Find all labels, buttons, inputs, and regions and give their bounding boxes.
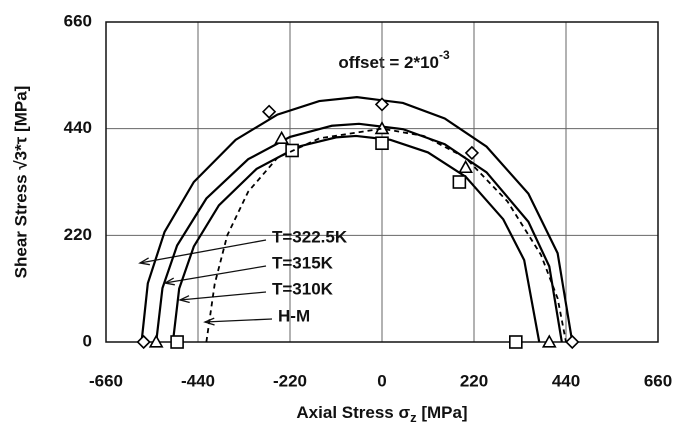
series-label: T=310K <box>272 279 334 298</box>
x-label-sub: z <box>410 410 417 425</box>
series-line <box>171 134 541 343</box>
x-tick-label: 660 <box>644 371 672 390</box>
annotation-sup: -3 <box>439 48 450 62</box>
series-line <box>140 96 574 343</box>
marker <box>375 136 389 151</box>
marker <box>452 175 467 189</box>
x-tick-label: 220 <box>460 371 488 390</box>
x-axis-label: Axial Stress σz [MPa] <box>296 403 467 425</box>
series-label: T=322.5K <box>272 227 348 246</box>
marker <box>464 145 480 161</box>
series-line <box>205 127 567 343</box>
marker <box>541 334 557 348</box>
marker <box>458 159 473 174</box>
x-label-part: Axial Stress σ <box>296 403 410 422</box>
arrow-head <box>203 317 215 326</box>
arrow-head <box>138 257 150 266</box>
y-tick-label: 440 <box>64 118 92 137</box>
label-arrow <box>164 265 267 284</box>
marker <box>261 104 277 119</box>
annotation-text: offset = 2*10 <box>338 53 439 72</box>
x-tick-label: -660 <box>89 371 123 390</box>
marker <box>374 121 390 135</box>
label-arrow <box>204 318 273 323</box>
series-label: H-M <box>278 306 310 325</box>
arrow-head <box>178 295 190 304</box>
y-tick-label: 0 <box>83 331 92 350</box>
label-arrow <box>139 239 267 264</box>
series-line <box>155 122 563 343</box>
marker <box>136 334 151 350</box>
label-arrow <box>179 291 267 301</box>
arrow-head <box>163 277 175 286</box>
marker <box>274 130 289 144</box>
y-tick-label: 660 <box>64 11 92 30</box>
marker <box>148 334 164 348</box>
x-tick-label: -440 <box>181 371 215 390</box>
y-axis-label: Shear Stress √3*τ [MPa] <box>11 86 30 279</box>
plot-frame <box>105 21 659 343</box>
marker <box>170 335 184 349</box>
x-tick-label: -220 <box>273 371 307 390</box>
x-tick-label: 0 <box>377 371 386 390</box>
series-label: T=315K <box>272 253 334 272</box>
annotation: offset = 2*10-3 <box>338 48 450 72</box>
marker <box>509 335 523 349</box>
x-label-part: [MPa] <box>417 403 468 422</box>
marker <box>374 97 390 112</box>
y-tick-label: 220 <box>64 225 92 244</box>
x-tick-label: 440 <box>552 371 580 390</box>
marker <box>565 334 580 350</box>
